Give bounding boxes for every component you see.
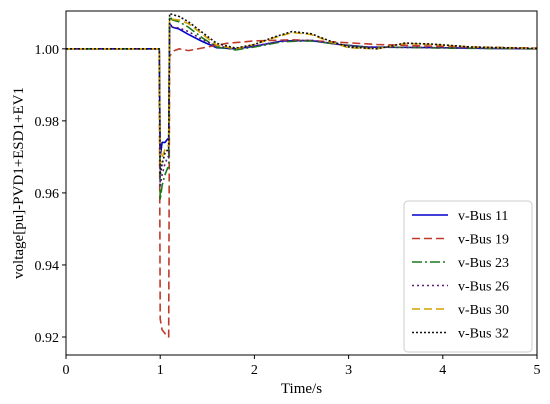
series-line-v-bus-26	[66, 24, 538, 187]
legend-entry-label: v-Bus 26	[458, 280, 509, 295]
legend-entry-label: v-Bus 23	[458, 256, 509, 271]
x-tick-label: 0	[63, 363, 70, 378]
legend-entry-label: v-Bus 19	[458, 233, 509, 248]
x-tick-label: 4	[439, 363, 446, 378]
series-line-v-bus-19	[66, 39, 538, 338]
series-line-v-bus-32	[66, 12, 538, 176]
y-tick-label: 0.96	[35, 187, 60, 202]
legend-entry-label: v-Bus 32	[458, 327, 509, 342]
x-tick-label: 2	[251, 363, 258, 378]
y-tick-label: 0.94	[35, 259, 60, 274]
x-tick-label: 5	[534, 363, 541, 378]
y-tick-label: 1.00	[35, 43, 60, 58]
x-tick-label: 1	[157, 363, 164, 378]
y-axis-label: voltage[pu]-PVD1+ESD1+EV1	[11, 87, 27, 279]
legend: v-Bus 11 v-Bus 19 v-Bus 23 v-Bus 26 v-Bus 30…	[403, 200, 533, 353]
x-tick-label: 3	[345, 363, 352, 378]
ticks-layer: 0 1 2 3 4 5 0.92 0.94 0.96 0.98 1.00	[35, 43, 541, 378]
plot-frame	[65, 10, 538, 356]
x-axis-label: Time/s	[281, 381, 322, 397]
series-layer	[66, 12, 538, 338]
y-tick-label: 0.92	[35, 331, 60, 346]
legend-entry-label: v-Bus 30	[458, 303, 509, 318]
y-tick-label: 0.98	[35, 115, 60, 130]
legend-entry-label: v-Bus 11	[458, 209, 508, 224]
